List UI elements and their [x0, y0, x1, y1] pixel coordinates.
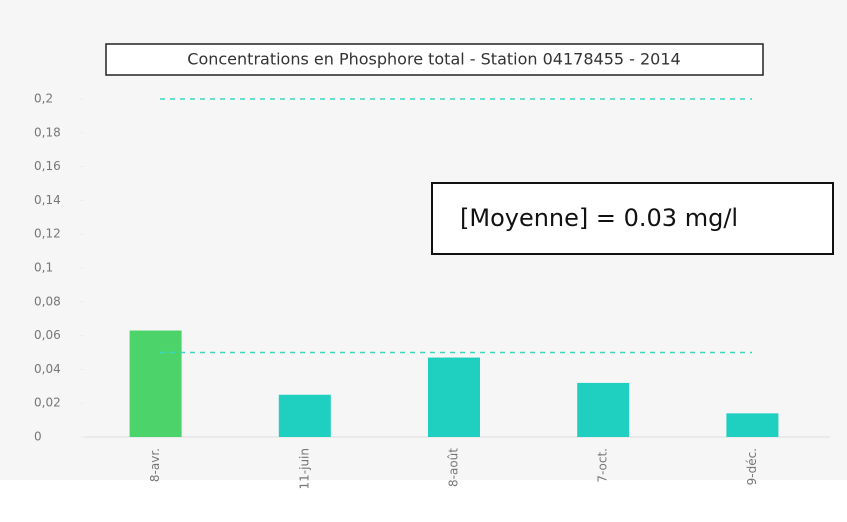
y-tick-label: 0,18 — [34, 125, 61, 139]
annotation: [Moyenne] = 0.03 mg/l — [460, 204, 738, 232]
annotation-box — [431, 182, 834, 255]
bar — [577, 382, 630, 437]
y-tick-label: 0,1 — [34, 261, 53, 275]
y-tick-label: 0,06 — [34, 328, 61, 342]
y-tick-label: 0,12 — [34, 227, 61, 241]
x-tick-label: 9-déc. — [745, 448, 759, 485]
chart-title: Concentrations en Phosphore total - Stat… — [187, 50, 680, 69]
x-tick-label: 8-avr. — [148, 448, 162, 482]
bar — [726, 413, 779, 437]
bar — [129, 330, 182, 437]
y-tick-label: 0,02 — [34, 396, 61, 410]
y-tick-label: 0,2 — [34, 92, 53, 106]
bar — [428, 357, 480, 437]
y-tick-label: 0,08 — [34, 294, 61, 308]
bottom-strip — [0, 480, 847, 522]
y-tick-label: 0 — [34, 430, 42, 444]
x-tick-label: 7-oct. — [596, 448, 610, 483]
x-tick-label: 11-juin — [297, 448, 311, 489]
y-tick-label: 0,14 — [34, 193, 61, 207]
y-tick-label: 0,04 — [34, 362, 61, 376]
title-box — [105, 43, 764, 76]
x-tick-label: 8-août — [447, 448, 461, 487]
bar — [278, 394, 331, 437]
y-tick-label: 0,16 — [34, 159, 61, 173]
